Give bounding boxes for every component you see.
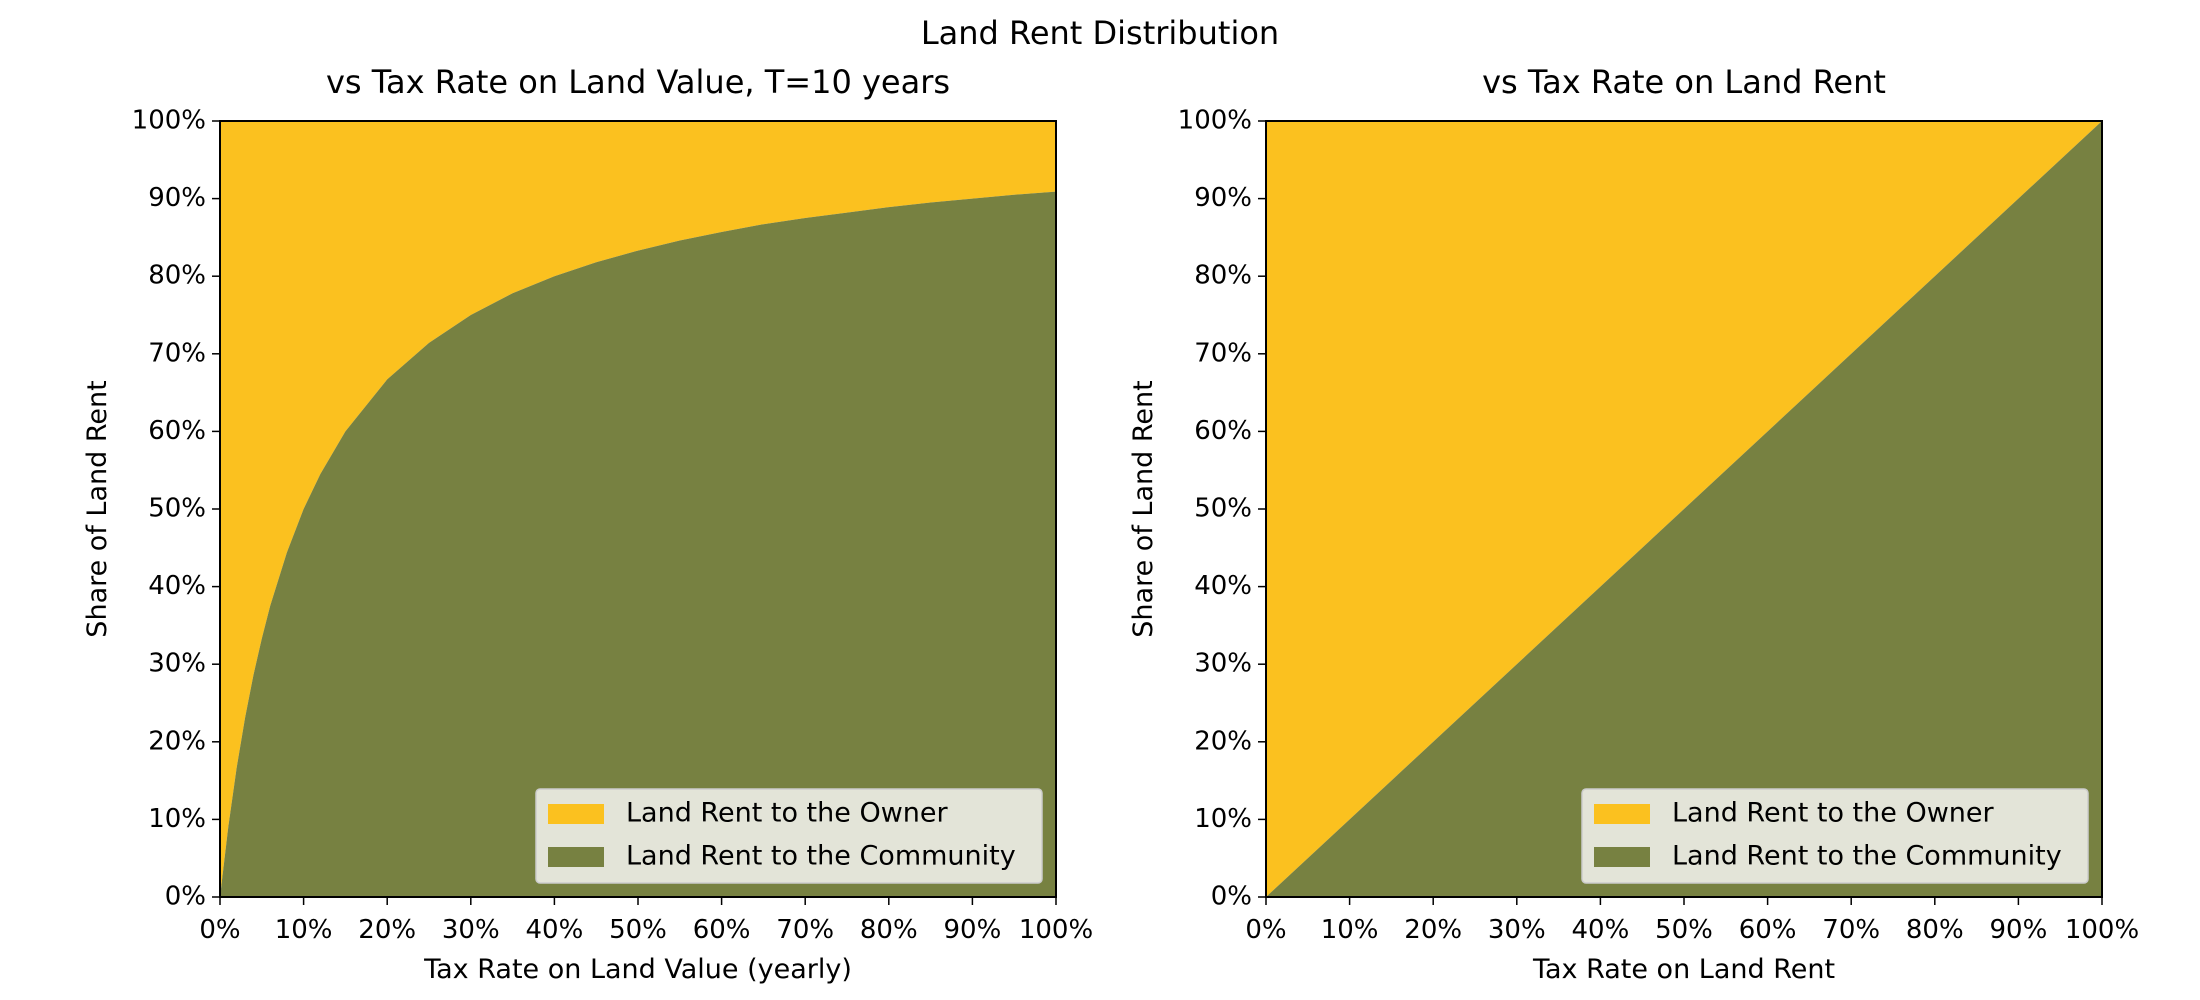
legend-box: [535, 788, 1043, 884]
x-axis-label: Tax Rate on Land Value (yearly): [423, 954, 852, 985]
legend-swatch: [548, 847, 604, 867]
chart-right: vs Tax Rate on Land Rent Tax Rate on Lan…: [1128, 63, 2139, 985]
x-tick-label: 70%: [1822, 915, 1880, 945]
y-tick-label: 90%: [148, 183, 206, 213]
legend-label: Land Rent to the Community: [1672, 841, 2062, 872]
y-tick-label: 70%: [148, 338, 206, 368]
x-tick-label: 90%: [1990, 915, 2048, 945]
x-tick-label: 100%: [1019, 915, 1093, 945]
legend-label: Land Rent to the Community: [626, 841, 1016, 872]
x-tick-label: 100%: [2065, 915, 2139, 945]
x-tick-label: 70%: [776, 915, 834, 945]
y-tick-label: 0%: [165, 882, 206, 912]
area-community: [1266, 121, 2102, 897]
y-tick-label: 40%: [1194, 571, 1252, 601]
y-tick-label: 60%: [148, 416, 206, 446]
x-axis-label: Tax Rate on Land Rent: [1532, 954, 1835, 985]
y-tick-label: 100%: [132, 106, 206, 136]
x-tick-label: 80%: [860, 915, 918, 945]
x-tick-label: 60%: [1739, 915, 1797, 945]
y-axis-label: Share of Land Rent: [82, 380, 113, 637]
y-tick-label: 50%: [148, 494, 206, 524]
legend-box: [1581, 788, 2089, 884]
x-tick-label: 20%: [1404, 915, 1462, 945]
x-tick-label: 10%: [275, 915, 333, 945]
x-tick-label: 90%: [944, 915, 1002, 945]
area-owner: [220, 121, 1056, 897]
y-axis-label: Share of Land Rent: [1128, 380, 1159, 637]
x-tick-label: 50%: [609, 915, 667, 945]
legend-swatch: [548, 804, 604, 824]
y-tick-label: 10%: [148, 804, 206, 834]
x-tick-label: 30%: [1488, 915, 1546, 945]
legend-swatch: [1594, 804, 1650, 824]
legend-label: Land Rent to the Owner: [626, 798, 949, 829]
x-tick-label: 40%: [1572, 915, 1630, 945]
x-tick-label: 50%: [1655, 915, 1713, 945]
legend-label: Land Rent to the Owner: [1672, 798, 1995, 829]
y-tick-label: 40%: [148, 571, 206, 601]
chart-left: vs Tax Rate on Land Value, T=10 years Ta…: [82, 63, 1093, 985]
y-tick-label: 100%: [1178, 106, 1252, 136]
x-tick-label: 0%: [1245, 915, 1286, 945]
legend-swatch: [1594, 847, 1650, 867]
x-tick-label: 20%: [358, 915, 416, 945]
y-tick-label: 80%: [148, 261, 206, 291]
area-community: [220, 191, 1056, 898]
y-tick-label: 90%: [1194, 183, 1252, 213]
y-tick-label: 30%: [148, 649, 206, 679]
x-tick-label: 10%: [1321, 915, 1379, 945]
x-tick-label: 40%: [526, 915, 584, 945]
y-tick-label: 50%: [1194, 494, 1252, 524]
y-tick-label: 60%: [1194, 416, 1252, 446]
x-tick-label: 80%: [1906, 915, 1964, 945]
x-tick-label: 0%: [199, 915, 240, 945]
y-tick-label: 30%: [1194, 649, 1252, 679]
y-tick-label: 80%: [1194, 261, 1252, 291]
x-tick-label: 60%: [693, 915, 751, 945]
figure-suptitle: Land Rent Distribution: [921, 14, 1279, 52]
y-tick-label: 70%: [1194, 338, 1252, 368]
chart-title: vs Tax Rate on Land Rent: [1482, 63, 1886, 101]
y-tick-label: 10%: [1194, 804, 1252, 834]
chart-title: vs Tax Rate on Land Value, T=10 years: [326, 63, 950, 101]
y-tick-label: 0%: [1211, 882, 1252, 912]
y-tick-label: 20%: [148, 726, 206, 756]
x-tick-label: 30%: [442, 915, 500, 945]
y-tick-label: 20%: [1194, 726, 1252, 756]
